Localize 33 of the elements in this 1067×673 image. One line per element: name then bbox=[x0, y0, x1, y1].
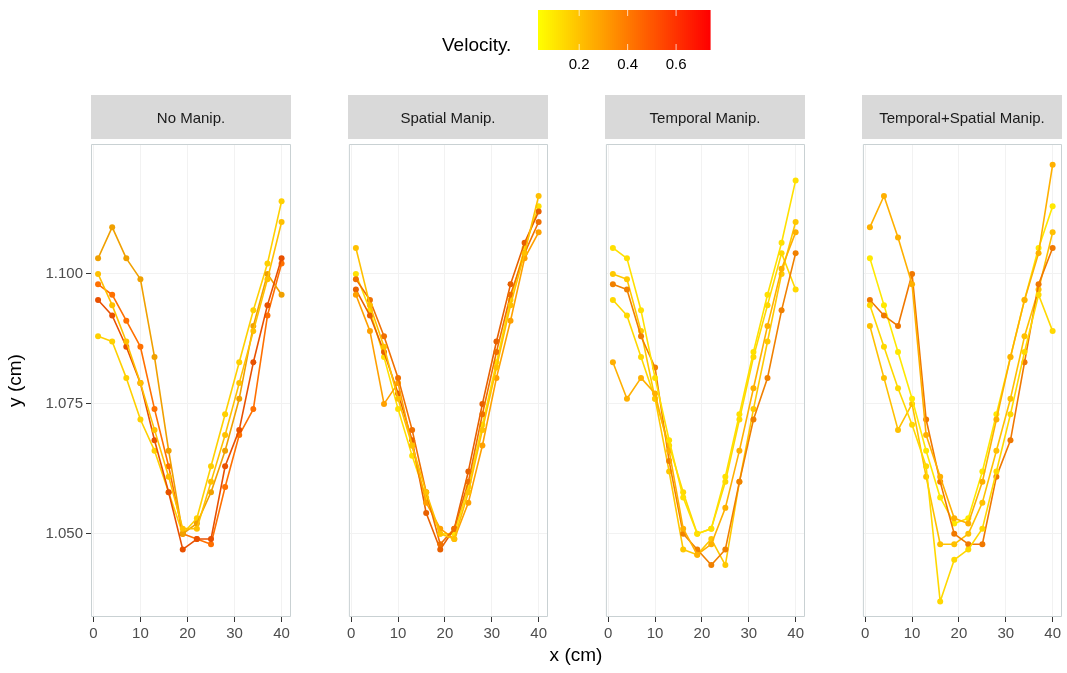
x-tick-label: 10 bbox=[132, 624, 149, 642]
chart-title: Temporal+Spatial Manip. bbox=[862, 95, 1062, 139]
x-tick-label: 30 bbox=[483, 624, 501, 642]
y-axis-title: y (cm) bbox=[3, 354, 25, 407]
x-tick-label: 20 bbox=[950, 624, 968, 642]
x-tick-label: 40 bbox=[1044, 624, 1061, 642]
x-tick-label: 0 bbox=[861, 624, 870, 642]
y-tick-label: 1.050 bbox=[45, 523, 83, 541]
x-tick-label: 20 bbox=[693, 624, 711, 642]
y-tick-label: 1.100 bbox=[45, 264, 83, 282]
x-tick-label: 30 bbox=[226, 624, 243, 642]
x-tick-label: 40 bbox=[530, 624, 547, 642]
x-axis-title: x (cm) bbox=[549, 644, 603, 666]
color-bar-label: 0.4 bbox=[617, 55, 639, 73]
x-tick-label: 20 bbox=[436, 624, 454, 642]
color-bar-label: 0.2 bbox=[568, 55, 590, 73]
x-tick-label: 0 bbox=[89, 624, 98, 642]
color-bar-label: 0.6 bbox=[665, 55, 687, 73]
x-tick-label: 30 bbox=[740, 624, 758, 642]
x-tick-label: 0 bbox=[604, 624, 613, 642]
y-tick-label: 1.075 bbox=[45, 394, 83, 412]
x-tick-label: 10 bbox=[389, 624, 407, 642]
x-tick-label: 40 bbox=[273, 624, 290, 642]
chart-title: No Manip. bbox=[91, 95, 291, 139]
chart-title: Temporal Manip. bbox=[605, 95, 805, 139]
x-tick-label: 20 bbox=[179, 624, 196, 642]
x-tick-label: 40 bbox=[787, 624, 804, 642]
x-tick-label: 30 bbox=[997, 624, 1015, 642]
chart-title: Spatial Manip. bbox=[348, 95, 548, 139]
x-tick-label: 10 bbox=[646, 624, 664, 642]
x-tick-label: 10 bbox=[903, 624, 921, 642]
x-tick-label: 0 bbox=[347, 624, 356, 642]
color-bar-title: Velocity. bbox=[442, 34, 512, 56]
